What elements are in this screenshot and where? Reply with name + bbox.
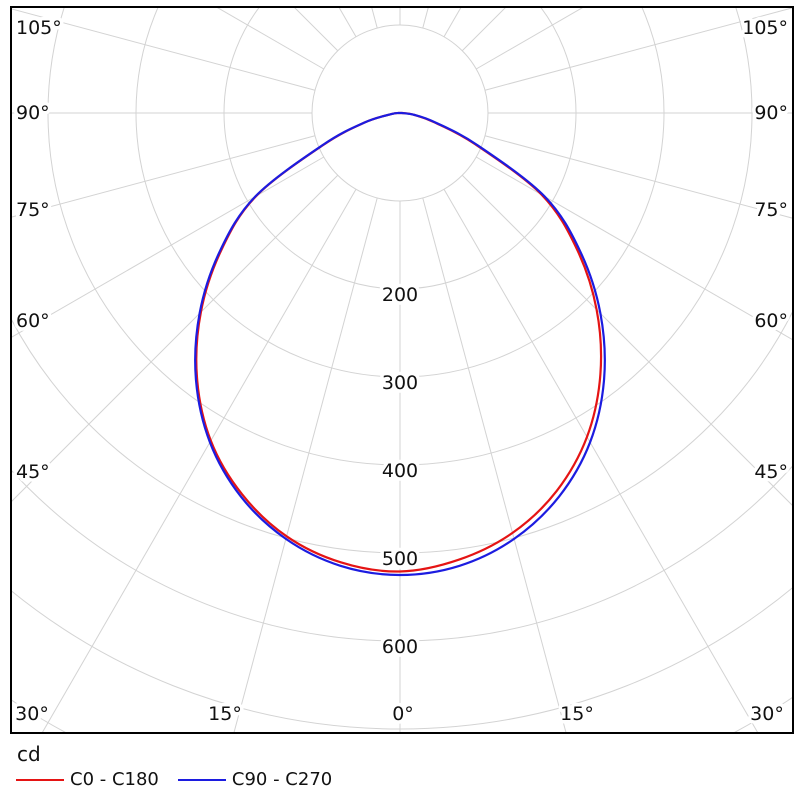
- angle-label-left-90°: 90°: [16, 102, 50, 124]
- legend-item-c0-c180: C0 - C180: [16, 771, 159, 789]
- angle-label-left-105°: 105°: [16, 17, 62, 39]
- angle-label-right-105°: 105°: [742, 17, 788, 39]
- angle-label-left-75°: 75°: [16, 199, 50, 221]
- chart-legend: cd C0 - C180 C90 - C270: [16, 744, 332, 789]
- angle-label-right-60°: 60°: [754, 310, 788, 332]
- angle-label-left-45°: 45°: [16, 461, 50, 483]
- grid-spoke-315: [11, 174, 339, 503]
- angle-label-right-75°: 75°: [754, 199, 788, 221]
- grid-spoke-330: [41, 188, 357, 733]
- grid-spoke-345: [233, 197, 378, 733]
- legend-line-swatch-red: [16, 779, 64, 781]
- legend-label: C90 - C270: [231, 769, 333, 790]
- curve-C0-C180: [195, 111, 603, 573]
- ring-label-400: 400: [382, 460, 418, 482]
- plot-border: [10, 6, 794, 734]
- ring-label-200: 200: [382, 284, 418, 306]
- grid-spoke-105: [484, 7, 793, 91]
- grid-spoke-255: [11, 8, 316, 91]
- curve-C90-C270: [194, 111, 606, 577]
- angle-label-bottom-3: 15°: [560, 703, 594, 725]
- legend-line-swatch-blue: [177, 779, 226, 781]
- angle-label-bottom-4: 30°: [750, 703, 784, 725]
- legend-label: C0 - C180: [70, 769, 159, 790]
- grid-spoke-75: [484, 135, 793, 219]
- legend-item-c90-c270: C90 - C270: [177, 769, 333, 790]
- grid-spoke-60: [475, 156, 793, 341]
- ring-label-500: 500: [382, 548, 418, 570]
- ring-label-300: 300: [382, 372, 418, 394]
- angle-label-bottom-2: 0°: [392, 703, 414, 725]
- grid-spoke-45: [461, 174, 793, 507]
- ring-label-600: 600: [382, 636, 418, 658]
- angle-label-bottom-1: 15°: [208, 703, 242, 725]
- grid-spoke-285: [11, 135, 316, 218]
- angle-label-bottom-0: 30°: [15, 703, 49, 725]
- angle-label-right-90°: 90°: [754, 102, 788, 124]
- grid-spoke-15: [422, 197, 567, 733]
- grid-spoke-300: [11, 156, 325, 339]
- legend-row: C0 - C180 C90 - C270: [16, 771, 332, 789]
- angle-label-right-45°: 45°: [754, 461, 788, 483]
- grid-spoke-30: [443, 188, 759, 733]
- unit-label: cd: [17, 742, 41, 766]
- angle-label-left-60°: 60°: [16, 310, 50, 332]
